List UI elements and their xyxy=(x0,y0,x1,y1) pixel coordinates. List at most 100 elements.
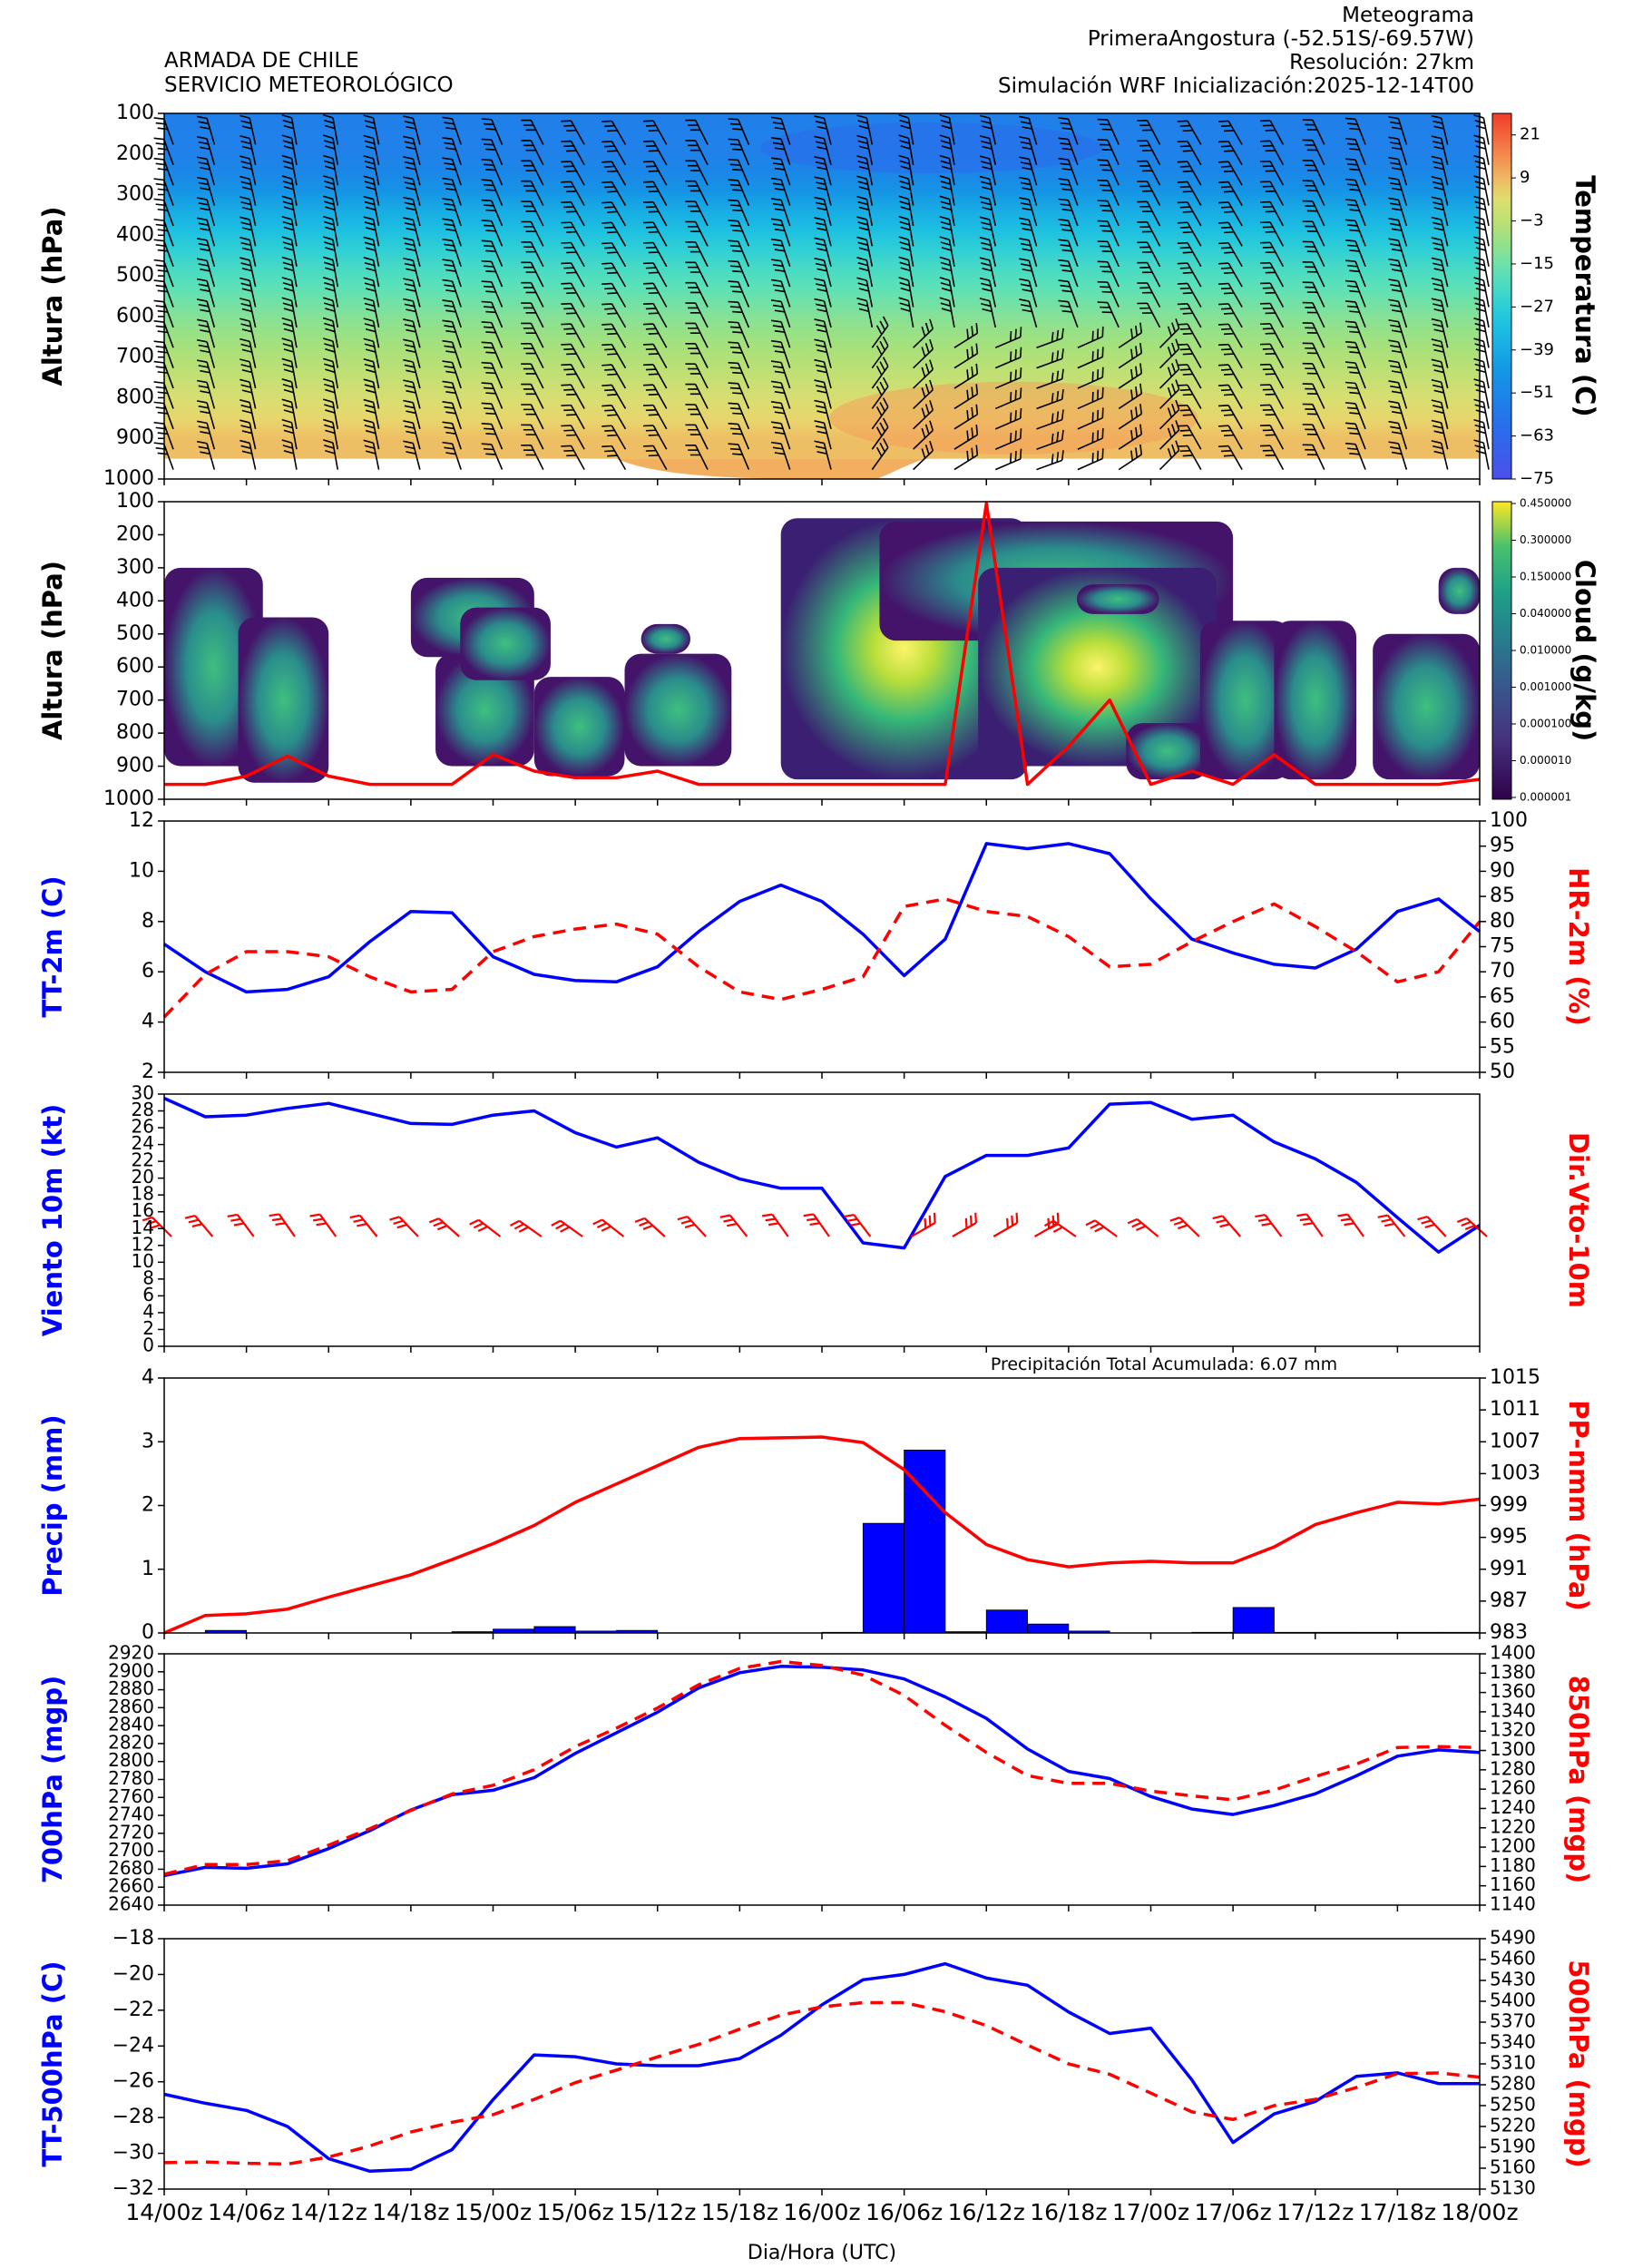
y-tick-label: 800 xyxy=(116,721,154,744)
barb-feather xyxy=(200,390,210,394)
wind-barb xyxy=(1255,1213,1283,1237)
barb-feather xyxy=(1139,124,1150,127)
y-tick-label: 700 xyxy=(116,346,154,368)
y-tick-label: −30 xyxy=(112,2142,154,2165)
barb-shaft xyxy=(1397,341,1408,368)
barb-feather xyxy=(1101,128,1112,131)
barb-shaft xyxy=(1397,118,1408,145)
barb-shaft xyxy=(451,200,462,227)
wind-barb xyxy=(1431,378,1449,409)
wind-barb xyxy=(728,179,750,206)
wind-barb xyxy=(1431,358,1449,389)
barb-feather xyxy=(1302,342,1313,345)
wind-barb xyxy=(1302,200,1325,227)
barb-feather xyxy=(770,380,782,384)
barb-feather xyxy=(1173,1220,1185,1226)
wind-barb xyxy=(403,399,421,430)
barb-feather xyxy=(728,341,738,344)
barb-feather xyxy=(566,353,577,356)
barb-feather xyxy=(1058,299,1069,303)
barb-feather xyxy=(525,413,536,415)
wind-barb xyxy=(1217,323,1243,348)
barb-feather xyxy=(601,161,612,163)
barb-feather xyxy=(525,291,536,294)
barb-shaft xyxy=(491,322,504,348)
barb-shaft xyxy=(1187,303,1202,328)
barb-feather xyxy=(729,245,741,248)
barb-feather xyxy=(325,388,336,394)
barb-feather xyxy=(323,215,334,220)
wind-barb xyxy=(770,157,791,186)
barb-feather xyxy=(1306,210,1318,212)
barb-feather xyxy=(483,367,494,369)
wind-barb xyxy=(1431,399,1449,430)
barb-shaft xyxy=(1440,320,1449,348)
barb-feather xyxy=(1347,203,1358,207)
barb-feather xyxy=(688,124,699,126)
barb-feather xyxy=(939,154,950,160)
barb-feather xyxy=(774,289,786,293)
barb-feather xyxy=(642,343,654,346)
barb-shaft xyxy=(249,422,257,450)
barb-shaft xyxy=(738,322,750,348)
barb-feather xyxy=(1179,124,1190,127)
barb-feather xyxy=(921,326,926,337)
barb-feather xyxy=(875,386,883,396)
barb-feather xyxy=(349,1214,360,1219)
wind-barb xyxy=(1388,339,1408,368)
barb-shaft xyxy=(728,1214,748,1237)
barb-feather xyxy=(815,344,826,348)
barb-feather xyxy=(770,238,782,242)
barb-feather xyxy=(1223,373,1235,376)
barb-feather xyxy=(1220,368,1232,371)
barb-shaft xyxy=(491,281,504,308)
wind-barb xyxy=(939,195,955,227)
barb-feather xyxy=(323,113,334,119)
barb-feather xyxy=(157,452,168,455)
barb-feather xyxy=(483,306,494,308)
wind-barb xyxy=(363,114,380,145)
wind-barb xyxy=(1019,238,1038,267)
wind-barb xyxy=(281,114,298,145)
wind-barb xyxy=(1259,221,1285,247)
barb-feather xyxy=(1306,311,1318,314)
barb-feather xyxy=(325,368,336,374)
wind-barb xyxy=(1345,320,1366,348)
barb-feather xyxy=(324,119,335,124)
barb-feather xyxy=(966,410,969,421)
wind-barb xyxy=(953,425,979,450)
barb-shaft xyxy=(412,321,421,348)
barb-feather xyxy=(525,210,536,212)
barb-feather xyxy=(898,154,909,160)
barb-feather xyxy=(1020,161,1032,165)
barb-shaft xyxy=(451,301,462,328)
wind-barb xyxy=(1137,261,1161,288)
barb-shaft xyxy=(823,280,832,308)
barb-feather xyxy=(1182,271,1193,274)
barb-feather xyxy=(1137,200,1148,203)
barb-feather xyxy=(563,287,574,289)
barb-feather xyxy=(364,302,375,308)
barb-shaft xyxy=(1269,282,1285,308)
barb-feather xyxy=(442,279,453,282)
wind-barb xyxy=(1345,361,1366,389)
barb-feather xyxy=(282,404,293,408)
barb-feather xyxy=(445,391,456,395)
barb-feather xyxy=(1433,364,1443,368)
barb-feather xyxy=(1349,432,1360,435)
wind-barb xyxy=(442,319,462,348)
y-tick-label-right: 5160 xyxy=(1490,2156,1536,2178)
barb-feather xyxy=(729,285,741,288)
barb-shaft xyxy=(1354,180,1366,206)
barb-feather xyxy=(521,444,532,446)
barb-feather xyxy=(642,241,654,244)
barb-feather xyxy=(774,411,786,415)
y-tick-label-right: 5400 xyxy=(1490,1989,1536,2011)
barb-feather xyxy=(732,169,743,171)
barb-feather xyxy=(365,206,376,211)
barb-shaft xyxy=(694,363,709,389)
barb-feather xyxy=(153,401,164,405)
barb-feather xyxy=(1135,325,1139,337)
wind-barb xyxy=(685,444,709,470)
wind-barb xyxy=(1345,340,1366,368)
